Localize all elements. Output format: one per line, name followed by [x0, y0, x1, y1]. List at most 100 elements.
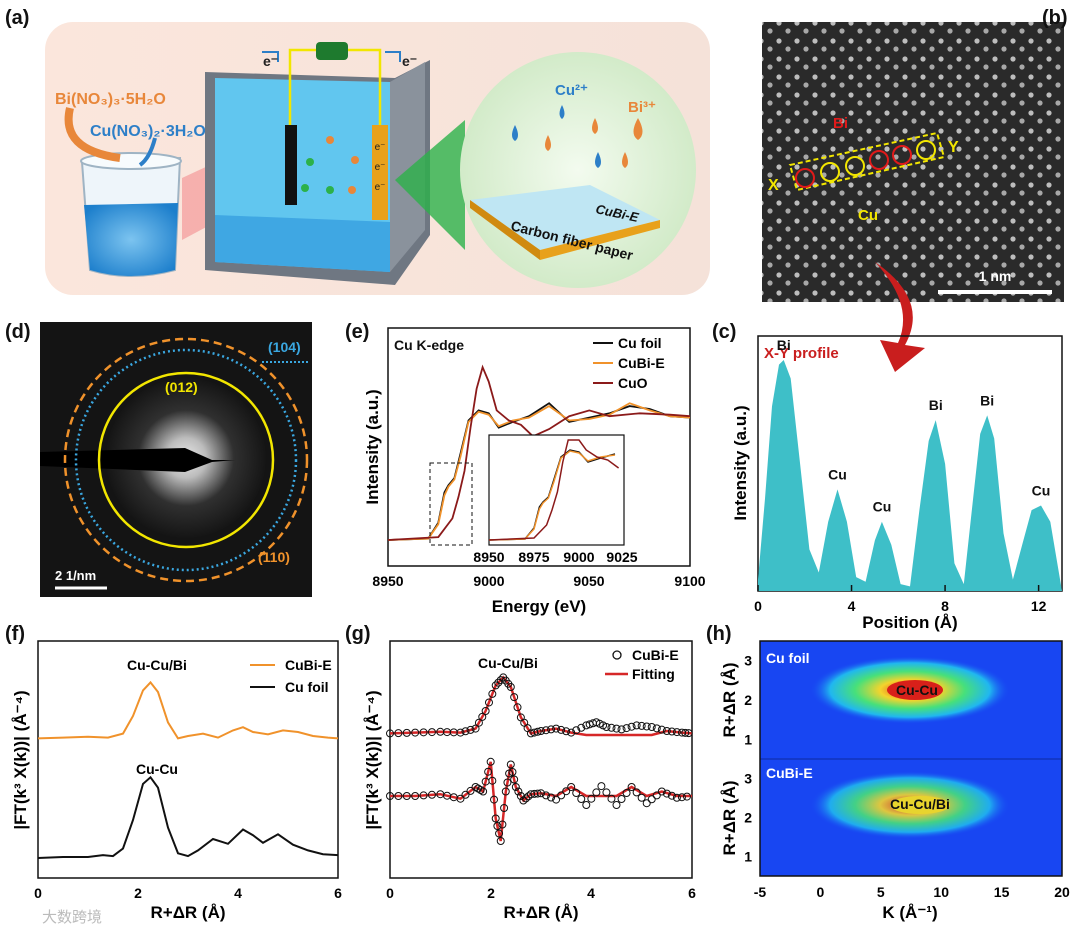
legend-f-cubie: CuBi-E	[285, 657, 332, 673]
tick-g-1: 2	[487, 885, 495, 901]
stem-image	[762, 22, 1064, 302]
tick-label-h-3: 10	[933, 884, 949, 900]
legend-e-cuo: CuO	[618, 375, 648, 391]
data-point-g-1-23-1	[677, 793, 686, 802]
annotation-g-cucubi: Cu-Cu/Bi	[478, 655, 538, 671]
data-point-g-0-18-2	[642, 722, 651, 731]
tick-g-0: 0	[386, 885, 394, 901]
data-point-g-1-8-1	[498, 820, 507, 829]
data-point-g-0-19-2	[657, 725, 666, 734]
beam-stopper	[40, 448, 235, 472]
legend-g-cubie: CuBi-E	[632, 647, 679, 663]
data-point-g-1-7-1	[493, 822, 502, 830]
series-group-c	[758, 360, 1062, 591]
cu-label: Cu	[858, 207, 878, 224]
electrode-e2: e⁻	[375, 162, 386, 173]
annotation-f-cucu: Cu-Cu	[136, 761, 178, 777]
data-point-g-0-8-1	[510, 693, 519, 702]
inset-frame	[488, 434, 625, 546]
data-point-g-0-4-1	[474, 718, 483, 727]
series-group-f	[37, 680, 339, 859]
panel-g: Cu-Cu/Bi CuBi-E Fitting 0 2 4 6 R+ΔR (Å)…	[363, 640, 696, 922]
data-point-g-1-22-0	[657, 787, 666, 796]
label-104: (104)	[268, 339, 301, 355]
data-point-g-0-0-1	[394, 729, 403, 738]
data-point-g-1-6-2	[490, 795, 499, 804]
data-point-g-1-17-1	[587, 794, 596, 803]
ring-104	[74, 348, 298, 572]
data-point-g-1-8-0	[496, 837, 505, 845]
peak-label-5: Cu	[1032, 483, 1051, 499]
data-point-g-1-10-2	[510, 775, 519, 784]
beaker	[80, 152, 182, 277]
bi-pour-arrow	[64, 107, 121, 162]
panel-b: Bi Cu X Y 1 nm	[762, 22, 1064, 302]
data-point-g-0-3-2	[466, 725, 475, 734]
data-point-g-0-17-1	[622, 724, 631, 733]
ring-012	[97, 371, 275, 549]
tick-e-0: 8950	[372, 573, 403, 589]
data-point-g-0-8-2	[513, 703, 522, 712]
legend-e-cufoil: Cu foil	[618, 335, 662, 351]
data-point-g-0-0-0	[386, 729, 394, 738]
ytick-h-1-1: 2	[744, 810, 752, 826]
electrochem-cell: e⁻ e⁻ e⁻ e⁻ e⁻	[205, 42, 430, 285]
ring-110	[63, 337, 309, 583]
data-point-g-1-22-1	[662, 789, 671, 798]
tick-label-c-0: 0	[754, 598, 762, 614]
watermark: 大数跨境	[42, 908, 102, 926]
panel-a: Bi(NO₃)₃·5H₂O Cu(NO₃)₂·3H₂O e⁻ e⁻ e⁻ e⁻ …	[45, 22, 710, 295]
data-point-g-1-5-2	[484, 767, 493, 776]
precursor-bi: Bi(NO₃)₃·5H₂O	[55, 91, 166, 108]
data-point-g-1-3-2	[466, 786, 475, 795]
panel-label-f: (f)	[5, 623, 25, 645]
label-012: (012)	[165, 379, 198, 395]
data-point-g-1-6-1	[488, 776, 497, 785]
data-point-g-1-1-0	[411, 792, 420, 800]
data-point-g-0-3-1	[461, 727, 470, 736]
data-point-g-1-15-0	[552, 795, 561, 804]
data-point-g-1-13-2	[533, 789, 542, 798]
series-f-0	[37, 680, 339, 740]
ticks-c: 0 4 8 12	[754, 585, 1047, 614]
data-point-g-1-1-2	[427, 790, 436, 799]
data-point-g-0-19-1	[652, 724, 661, 733]
peak-label-0: Bi	[777, 337, 791, 353]
data-point-g-1-14-2	[547, 793, 556, 802]
ylabel-f: |FT(k³ X(k))| (Å⁻⁴)	[11, 690, 30, 829]
data-point-g-0-3-0	[456, 728, 465, 737]
panel-label-b: (b)	[1042, 7, 1068, 29]
inset-series-group	[488, 439, 620, 541]
data-point-g-1-10-1	[508, 768, 517, 776]
inset-zoom-box	[429, 462, 473, 546]
scale-label-d: 2 1/nm	[55, 568, 96, 583]
panel-e: Cu K-edge 8950 8975 9000 9025 Cu foil Cu…	[363, 327, 706, 616]
legend-f-cufoil: Cu foil	[285, 679, 329, 695]
series-group-e	[387, 364, 691, 541]
data-point-g-0-5-2	[488, 689, 497, 698]
data-point-g-1-15-1	[557, 791, 566, 800]
tick-label-h-5: 20	[1054, 884, 1070, 900]
data-point-g-1-11-1	[514, 787, 523, 796]
data-point-g-0-19-0	[647, 723, 656, 731]
data-point-g-1-12-0	[519, 796, 528, 805]
chart-title-c: X-Y profile	[764, 345, 839, 362]
ytick-h-0-2: 3	[744, 653, 752, 669]
data-point-g-0-17-2	[627, 722, 636, 731]
data-point-g-1-19-1	[617, 795, 626, 803]
data-point-g-0-4-2	[478, 712, 487, 721]
data-point-g-0-11-0	[537, 727, 545, 735]
ion-bi: Bi³⁺	[628, 99, 656, 116]
peak-label-3: Bi	[929, 397, 943, 413]
tick-e-2: 9050	[573, 573, 604, 589]
peak-label-4: Bi	[980, 392, 994, 408]
data-point-g-0-5-0	[481, 707, 490, 715]
data-point-g-1-18-1	[602, 788, 611, 797]
inset-tick-3: 9025	[606, 549, 637, 565]
series-e-1	[387, 402, 691, 541]
data-point-g-1-16-0	[567, 783, 576, 791]
electron-left: e⁻	[263, 53, 278, 69]
tick-g-2: 4	[587, 885, 595, 901]
data-point-g-0-12-0	[552, 724, 561, 733]
